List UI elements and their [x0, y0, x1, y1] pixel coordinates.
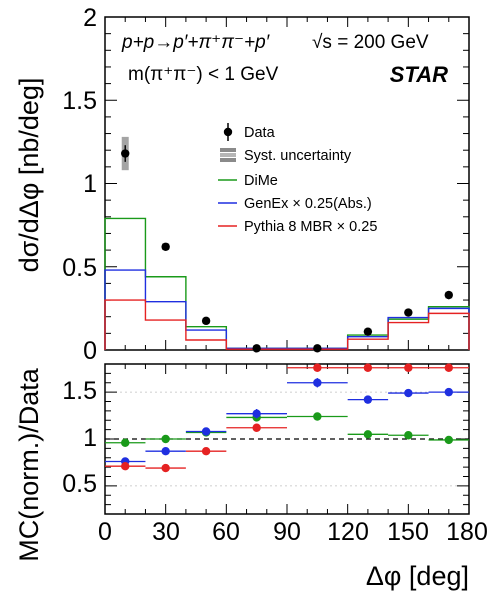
legend-genex-label: GenEx × 0.25(Abs.)	[244, 196, 372, 212]
ratio-point-genex	[252, 409, 261, 418]
top-histograms	[104, 217, 470, 350]
ratio-point-genex	[363, 395, 373, 404]
ratio-point-genex	[161, 446, 170, 456]
bottom-ytick-label: 1.5	[62, 377, 97, 405]
legend-dime-label: DiMe	[244, 173, 278, 189]
xtick-label: 120	[327, 518, 369, 546]
top-ytick-label: 2	[83, 4, 97, 32]
data-point	[313, 344, 322, 353]
ratio-point-dime	[363, 430, 373, 439]
top-data-points	[121, 136, 453, 353]
xlabel: Δφ [deg]	[366, 561, 469, 591]
ratio-point-dime	[161, 434, 170, 444]
top-ytick-label: 0.5	[62, 254, 97, 282]
bottom-ytick-label: 1	[83, 424, 97, 452]
ratio-point-pythia	[313, 363, 322, 372]
star-logo: STAR	[390, 62, 448, 87]
reaction-label: p+p→p′+π⁺π⁻+p′	[121, 32, 271, 53]
xtick-label: 180	[446, 518, 488, 546]
histogram-pythia	[104, 299, 470, 350]
histogram-dime	[104, 217, 470, 350]
bottom-ytick-label: 0.5	[62, 470, 97, 498]
ratio-point-pythia	[363, 363, 373, 372]
ratio-point-pythia	[201, 446, 211, 456]
data-point	[404, 308, 413, 317]
legend-syst-label: Syst. uncertainty	[244, 148, 352, 164]
legend-syst-marker	[220, 148, 236, 162]
ratio-point-genex	[201, 427, 211, 436]
ratio-point-dime	[444, 435, 453, 445]
legend: Data Syst. uncertainty DiMe GenEx × 0.25…	[218, 123, 377, 235]
data-point	[121, 149, 130, 158]
top-ytick-label: 1	[83, 170, 97, 198]
mass-cut-label: m(π⁺π⁻) < 1 GeV	[128, 64, 279, 85]
legend-pythia-label: Pythia 8 MBR × 0.25	[244, 219, 377, 235]
energy-label: √s = 200 GeV	[312, 32, 429, 53]
top-ytick-label: 0	[83, 337, 97, 365]
ratio-point-genex	[444, 387, 453, 397]
xtick-label: 0	[98, 518, 112, 546]
ratio-point-dime	[121, 438, 130, 447]
ratio-points	[105, 363, 469, 473]
bottom-gridlines	[105, 391, 469, 487]
ratio-point-pythia	[161, 463, 170, 473]
top-ylabel: dσ/dΔφ [nb/deg]	[14, 78, 44, 273]
xtick-label: 30	[152, 518, 180, 546]
xtick-label: 60	[212, 518, 240, 546]
ratio-point-dime	[313, 412, 322, 421]
ratio-point-genex	[313, 378, 322, 387]
ratio-point-genex	[404, 388, 413, 398]
histogram-genex	[104, 269, 470, 350]
data-point	[363, 327, 373, 336]
bottom-ylabel: MC(norm.)/Data	[14, 367, 44, 562]
data-point	[252, 344, 261, 353]
legend-data-label: Data	[244, 125, 276, 141]
ratio-point-pythia	[121, 461, 130, 471]
ratio-point-pythia	[404, 363, 413, 372]
data-point	[161, 242, 170, 251]
xtick-label: 90	[273, 518, 301, 546]
ratio-point-pythia	[444, 363, 453, 372]
legend-data-marker	[223, 123, 233, 141]
ratio-point-dime	[404, 431, 413, 440]
xtick-label: 150	[387, 518, 429, 546]
data-point	[201, 316, 211, 326]
ratio-point-pythia	[252, 423, 261, 432]
data-point	[444, 290, 453, 300]
top-ytick-label: 1.5	[62, 87, 97, 115]
